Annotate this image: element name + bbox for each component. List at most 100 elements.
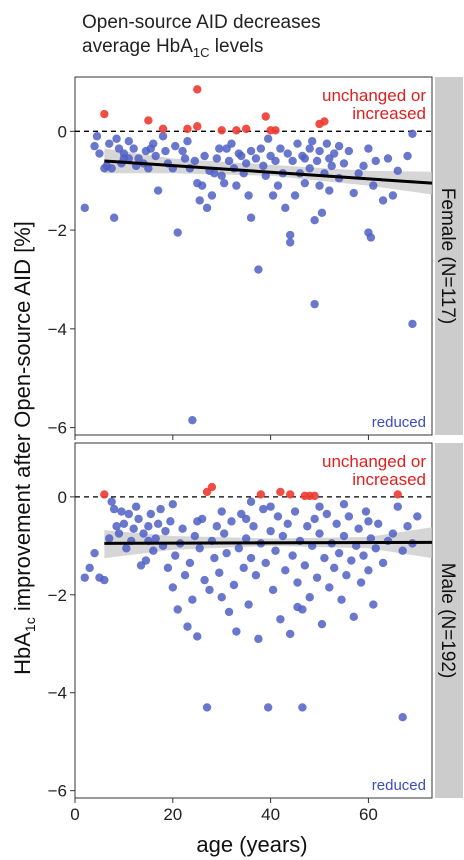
point-reduced: [254, 634, 263, 644]
point-reduced: [285, 230, 295, 240]
panel-frame: [74, 442, 433, 799]
point-reduced: [298, 605, 307, 614]
point-reduced: [241, 534, 251, 543]
point-reduced: [263, 703, 273, 712]
point-reduced: [366, 233, 376, 242]
point-reduced: [317, 208, 327, 217]
x-tick-label: 60: [359, 805, 378, 824]
point-reduced: [398, 713, 407, 722]
annotation-increased-line2: increased: [352, 470, 426, 489]
point-reduced: [283, 519, 292, 528]
point-reduced: [114, 529, 124, 538]
point-reduced: [278, 531, 288, 541]
annotation-reduced: reduced: [372, 414, 426, 431]
point-reduced: [266, 502, 275, 511]
point-reduced: [276, 144, 285, 153]
point-reduced: [403, 522, 412, 531]
point-reduced: [109, 213, 119, 222]
point-reduced: [139, 529, 148, 538]
chart-title-line2: average HbA1C levels: [82, 36, 263, 60]
point-reduced: [246, 553, 256, 563]
point-reduced: [200, 575, 209, 585]
point-reduced: [212, 154, 222, 163]
point-reduced: [149, 546, 158, 555]
point-reduced: [332, 519, 341, 528]
point-reduced: [146, 509, 156, 519]
point-reduced: [285, 629, 295, 639]
point-reduced: [344, 512, 354, 521]
point-reduced: [290, 191, 300, 200]
point-reduced: [188, 415, 197, 425]
point-reduced: [408, 129, 417, 138]
point-increased: [310, 491, 319, 501]
point-reduced: [398, 546, 407, 555]
point-reduced: [141, 556, 151, 565]
point-increased: [207, 482, 217, 492]
point-reduced: [217, 171, 226, 180]
point-reduced: [202, 203, 212, 213]
point-increased: [183, 124, 192, 134]
point-reduced: [171, 551, 180, 560]
point-reduced: [317, 619, 327, 629]
annotation-increased-line1: unchanged or: [322, 452, 426, 471]
point-reduced: [342, 571, 351, 580]
x-tick-label: 0: [70, 805, 79, 824]
y-tick-label: 0: [58, 122, 67, 141]
point-reduced: [217, 507, 226, 516]
y-axis-label: HbA1c improvement after Open-source AID …: [10, 221, 38, 675]
point-increased: [158, 124, 168, 134]
point-increased: [393, 490, 402, 499]
point-reduced: [119, 519, 129, 528]
point-reduced: [224, 156, 234, 166]
point-reduced: [261, 171, 270, 180]
x-axis-label: age (years): [196, 832, 307, 857]
point-reduced: [144, 164, 153, 173]
y-tick-label: −4: [48, 320, 67, 339]
point-reduced: [288, 156, 297, 166]
point-reduced: [251, 571, 261, 580]
point-reduced: [92, 132, 102, 141]
point-reduced: [163, 563, 173, 573]
point-reduced: [215, 568, 224, 577]
point-reduced: [178, 524, 187, 533]
point-reduced: [303, 522, 312, 531]
point-reduced: [105, 534, 114, 543]
point-increased: [193, 122, 202, 131]
point-reduced: [207, 191, 217, 200]
point-reduced: [219, 178, 229, 188]
point-reduced: [171, 141, 180, 151]
point-reduced: [312, 156, 322, 166]
point-reduced: [124, 509, 133, 519]
point-reduced: [315, 502, 324, 511]
point-reduced: [254, 265, 263, 274]
facet-strip: [435, 77, 463, 435]
point-reduced: [285, 238, 295, 247]
point-reduced: [339, 159, 349, 168]
point-reduced: [232, 181, 241, 190]
point-reduced: [168, 500, 178, 509]
point-reduced: [305, 593, 314, 602]
point-reduced: [305, 144, 314, 153]
point-reduced: [90, 548, 99, 558]
point-reduced: [371, 156, 380, 166]
y-tick-label: −2: [48, 221, 67, 240]
point-reduced: [217, 593, 226, 602]
point-reduced: [268, 585, 278, 595]
x-tick-label: 20: [163, 805, 182, 824]
point-reduced: [202, 703, 212, 712]
point-reduced: [369, 181, 378, 190]
point-reduced: [378, 558, 388, 568]
point-reduced: [234, 544, 244, 553]
point-reduced: [178, 146, 187, 156]
chart-title-line1: Open-source AID decreases: [82, 12, 321, 33]
point-reduced: [371, 544, 380, 553]
point-reduced: [329, 149, 339, 158]
point-reduced: [124, 154, 133, 163]
point-reduced: [339, 500, 349, 509]
point-reduced: [337, 595, 346, 604]
point-increased: [241, 124, 251, 134]
point-increased: [100, 109, 109, 119]
point-reduced: [329, 563, 339, 573]
point-reduced: [307, 136, 317, 146]
